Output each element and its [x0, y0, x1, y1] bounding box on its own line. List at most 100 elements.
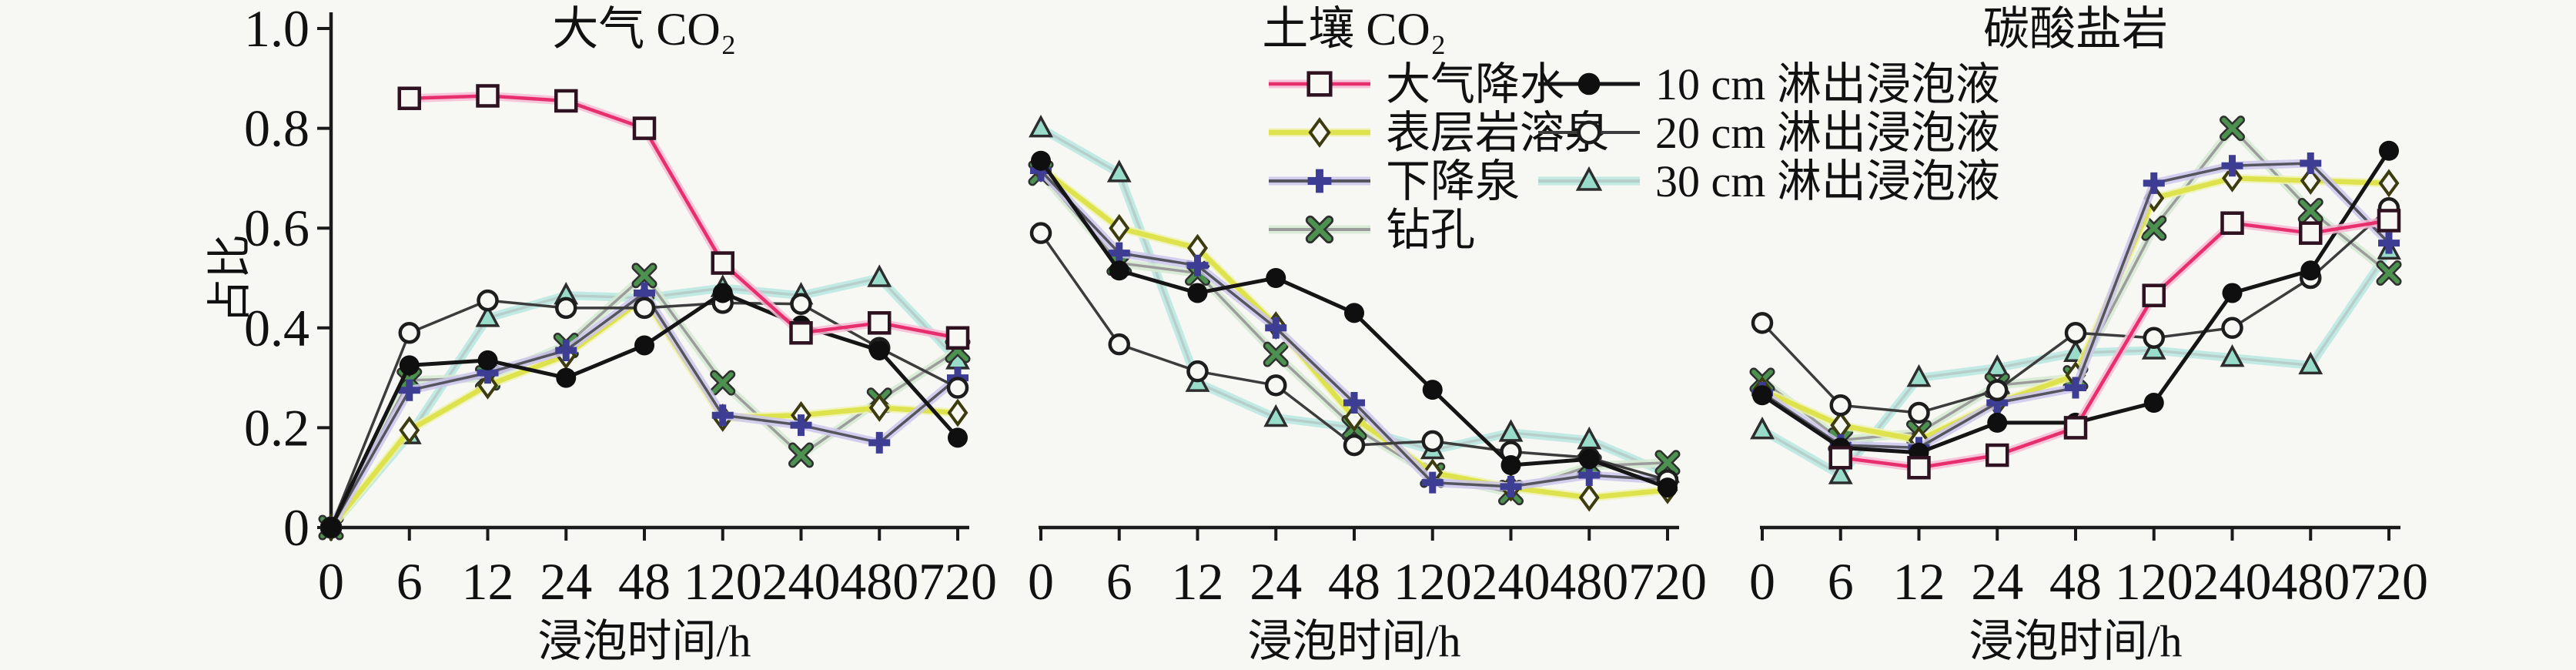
circle-open-marker-icon: [1186, 360, 1209, 383]
x-tick-label: 720: [1628, 552, 1707, 611]
triangle-marker-icon: [1575, 166, 1603, 191]
plus-marker-icon: [1343, 392, 1365, 414]
square-open-marker-icon: [1907, 455, 1931, 480]
circle-filled-marker-icon: [1266, 268, 1286, 288]
legend-item-leach30: 30 cm 淋出浸泡液: [1538, 156, 2000, 206]
diamond-open-marker-icon: [868, 394, 890, 422]
triangle-marker-icon: [1498, 419, 1524, 442]
legend-label: 10 cm 淋出浸泡液: [1655, 59, 2000, 109]
square-open-marker-icon: [476, 84, 500, 108]
circle-filled-marker-icon: [2379, 140, 2399, 161]
panel-title: 大气 CO₂: [552, 4, 736, 55]
circle-open-marker-icon: [633, 296, 656, 320]
circle-open-marker-icon: [1829, 394, 1852, 417]
legend-item-leach20: 20 cm 淋出浸泡液: [1538, 108, 2000, 158]
square-open-marker-icon: [554, 89, 578, 113]
x-tick-label: 0: [318, 552, 344, 611]
panel-carbonate-rock: 碳酸盐岩 0 6 12 24 48 120 240 480 720 浸泡时间/h: [1749, 4, 2428, 666]
x-tick-label: 240: [2193, 552, 2272, 611]
triangle-marker-icon: [1828, 461, 1853, 484]
diamond-open-marker-icon: [399, 416, 420, 445]
legend-label: 下降泉: [1386, 156, 1520, 206]
y-tick-label: 0.6: [244, 199, 309, 257]
y-tick-label: 0.8: [244, 99, 309, 158]
legend-item-epikarst_spring: 表层岩溶泉: [1269, 108, 1609, 158]
plus-marker-icon: [555, 339, 577, 361]
diamond-open-marker-icon: [947, 398, 969, 427]
triangle-marker-icon: [1029, 114, 1053, 138]
circle-filled-marker-icon: [1187, 283, 1208, 303]
square-open-marker-icon: [868, 311, 892, 335]
x-tick-label: 48: [2049, 552, 2102, 611]
x-tick-label: 720: [2350, 552, 2428, 611]
x-tick-label: 48: [618, 552, 671, 611]
circle-filled-marker-icon: [1752, 385, 1772, 406]
circle-filled-marker-icon: [1031, 150, 1051, 171]
plus-marker-icon: [2143, 172, 2165, 194]
circle-open-marker-icon: [790, 293, 812, 315]
circle-filled-marker-icon: [1109, 260, 1129, 281]
x-tick-label: 720: [918, 552, 997, 611]
triangle-marker-icon: [2298, 351, 2323, 375]
diamond-open-marker-icon: [2222, 164, 2243, 193]
x-tick-label: 240: [762, 552, 841, 611]
panel-title: 土壤 CO₂: [1262, 4, 1446, 55]
triangle-marker-icon: [1106, 159, 1132, 183]
plus-marker-icon: [1307, 169, 1332, 193]
plus-marker-icon: [1500, 475, 1522, 497]
legend-label: 30 cm 淋出浸泡液: [1655, 156, 2000, 206]
square-open-marker-icon: [2142, 283, 2166, 307]
x-marker-icon: [788, 442, 814, 468]
x-marker-icon: [2376, 260, 2402, 286]
square-open-marker-icon: [1986, 443, 2009, 467]
plus-marker-icon: [2300, 152, 2322, 174]
circle-filled-marker-icon: [2300, 260, 2321, 281]
circle-open-marker-icon: [1577, 120, 1601, 145]
y-tick-label: 0.2: [244, 398, 309, 457]
diamond-open-marker-icon: [2378, 169, 2400, 198]
x-tick-label: 0: [1028, 552, 1054, 611]
circle-filled-marker-icon: [1422, 380, 1443, 400]
x-axis-label: 浸泡时间/h: [1247, 616, 1460, 666]
circle-filled-marker-icon: [1344, 303, 1364, 323]
x-tick-label: 12: [1893, 552, 1945, 611]
series-precipitation: [397, 84, 970, 350]
x-tick-label: 480: [1550, 552, 1628, 611]
y-tick-label: 1.0: [244, 0, 309, 58]
x-marker-icon: [2297, 198, 2323, 224]
circle-filled-marker-icon: [321, 518, 341, 538]
circle-open-marker-icon: [1343, 434, 1366, 457]
x-tick-label: 24: [540, 552, 592, 611]
square-open-marker-icon: [1828, 446, 1852, 470]
x-tick-label: 12: [462, 552, 514, 611]
y-axis-label: 占比: [205, 234, 255, 323]
x-tick-label: 48: [1328, 552, 1380, 611]
x-marker-icon: [2141, 215, 2167, 241]
diamond-open-marker-icon: [1578, 483, 1600, 512]
square-open-marker-icon: [789, 321, 813, 345]
triangle-marker-icon: [1906, 363, 1932, 387]
square-open-marker-icon: [632, 116, 657, 140]
triangle-marker-icon: [475, 304, 500, 327]
circle-filled-marker-icon: [2222, 283, 2243, 303]
plus-marker-icon: [868, 431, 891, 454]
circle-open-marker-icon: [946, 377, 969, 399]
circle-open-marker-icon: [1108, 333, 1130, 356]
x-tick-label: 240: [1472, 552, 1551, 611]
triangle-marker-icon: [2220, 344, 2245, 367]
y-tick-label: 0: [283, 498, 309, 557]
series-descending_spring: [1030, 159, 1678, 497]
triangle-marker-icon: [867, 264, 892, 287]
plus-marker-icon: [711, 404, 734, 427]
series-leach20: [1751, 197, 2400, 424]
circle-filled-marker-icon: [556, 367, 577, 388]
x-tick-label: 24: [1250, 552, 1302, 611]
x-marker-icon: [1305, 215, 1334, 244]
plus-marker-icon: [790, 414, 812, 437]
circle-open-marker-icon: [2143, 327, 2165, 350]
circle-open-marker-icon: [1908, 401, 1930, 424]
x-tick-label: 6: [1828, 552, 1854, 611]
